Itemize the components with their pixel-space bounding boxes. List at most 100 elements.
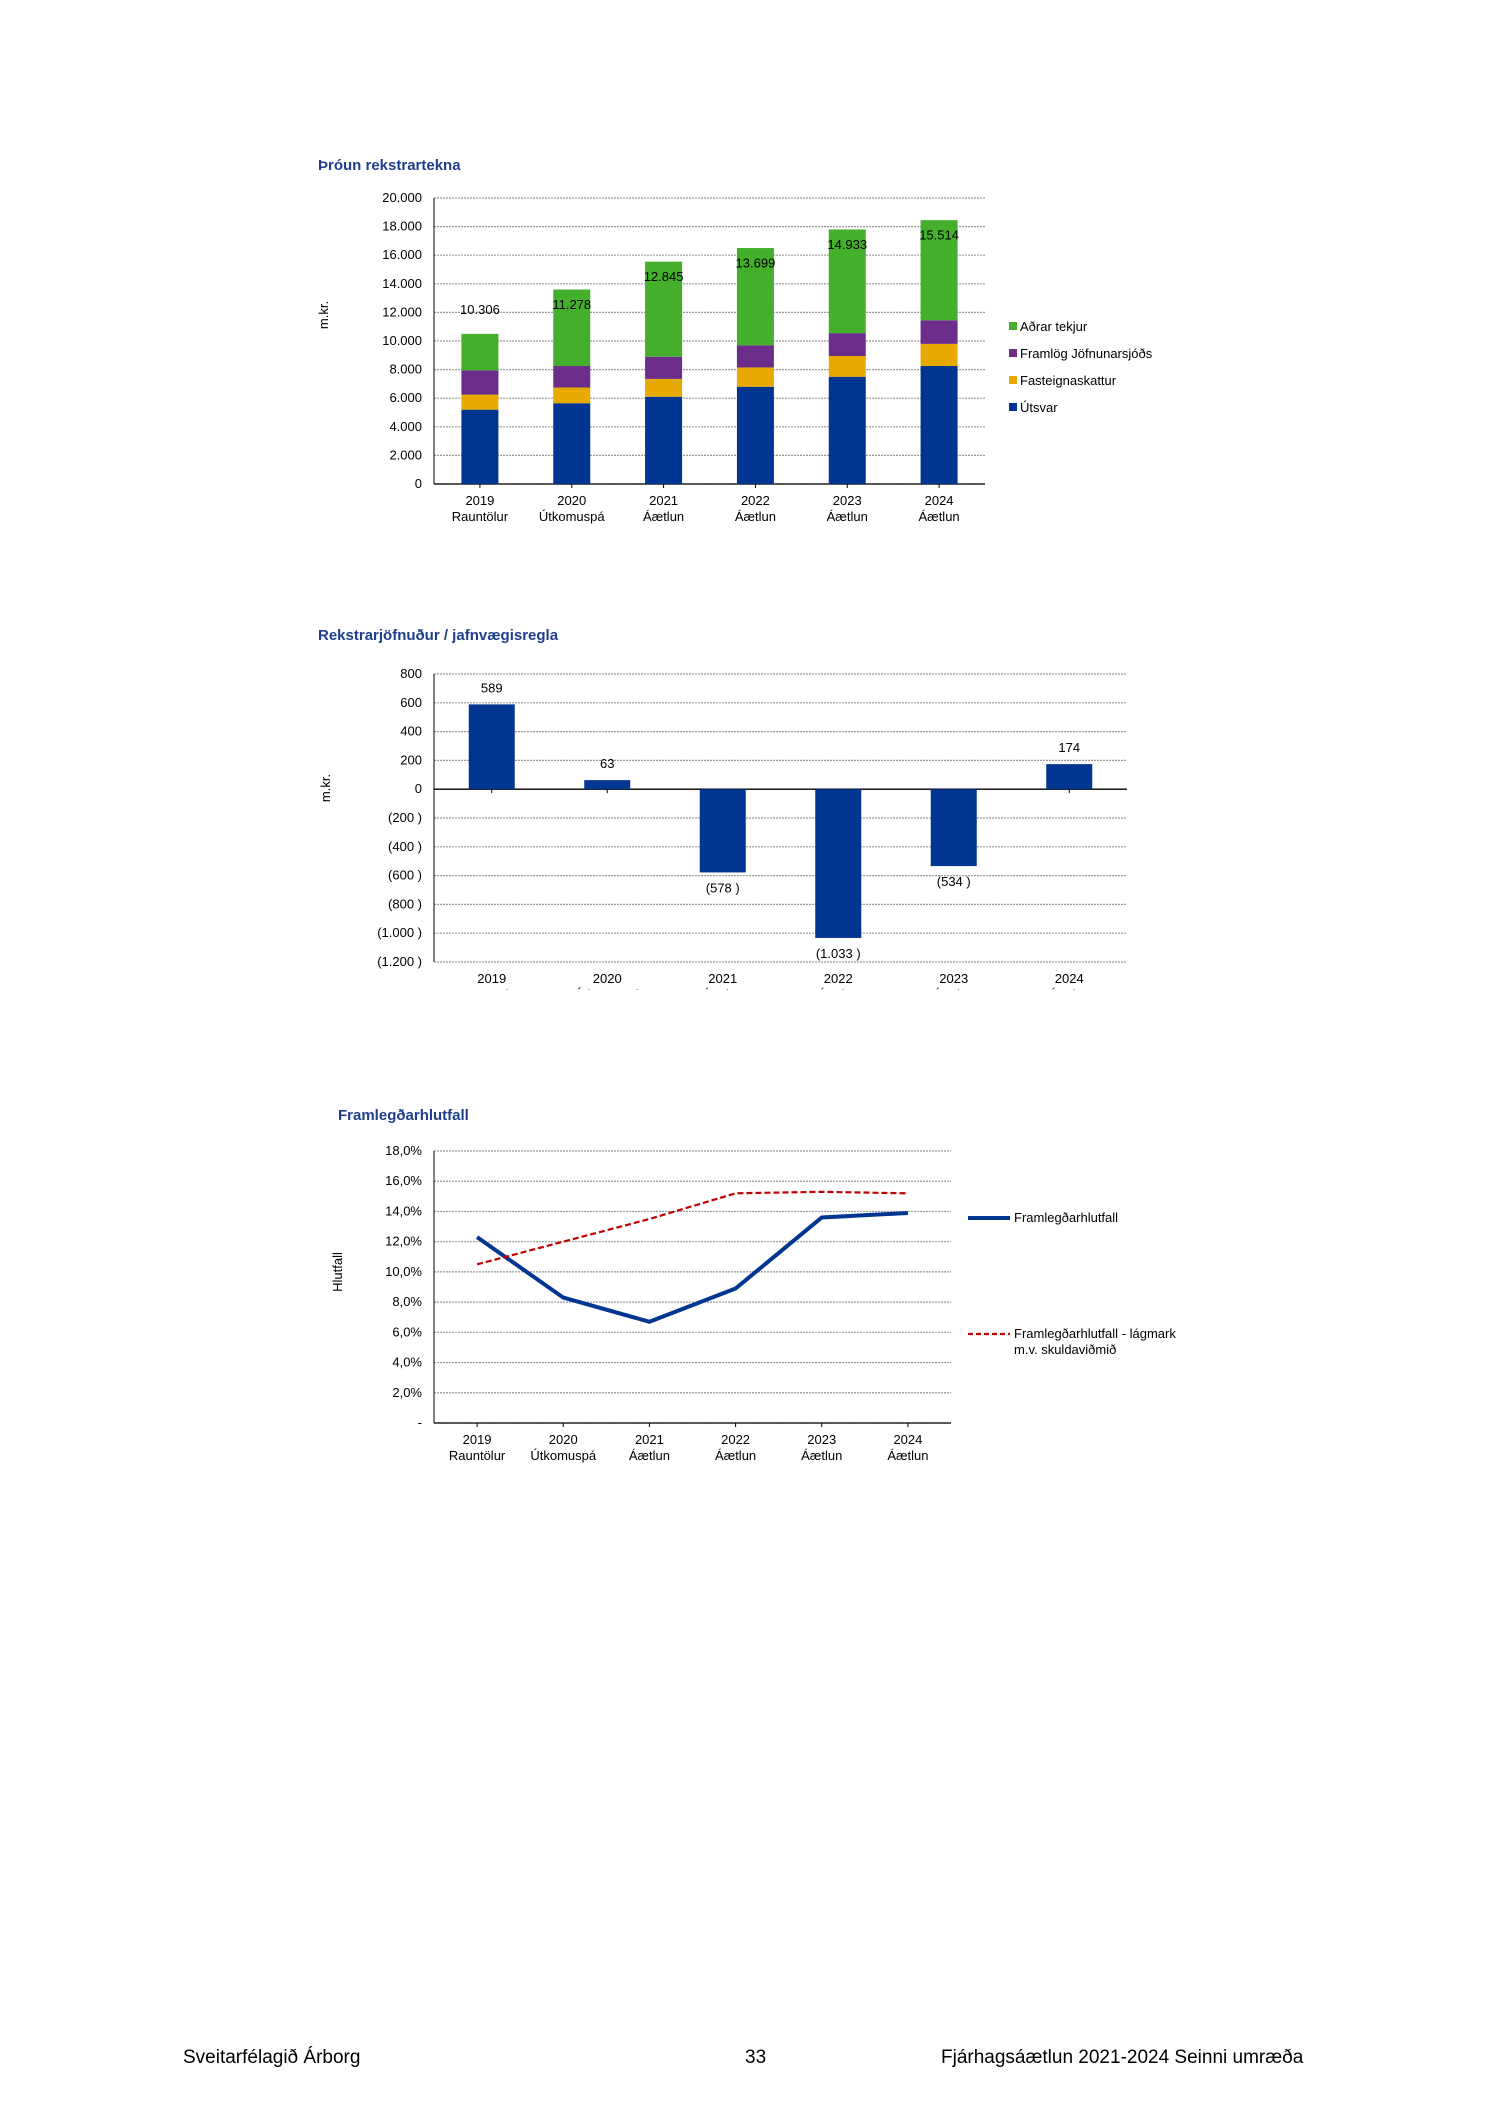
bar-segment-fasteign bbox=[828, 356, 866, 377]
x-tick-label-type: Áætlun bbox=[933, 987, 974, 990]
bar-segment-adrar bbox=[553, 289, 591, 367]
x-tick-label-year: 2023 bbox=[833, 493, 862, 508]
margin-ratio-line-chart: Framlegðarhlutfall - 2,0% 4,0% 6,0% 8,0% 10,0%… bbox=[330, 1107, 1176, 1463]
bar-segment-framlog bbox=[828, 333, 866, 357]
bar-segment-adrar bbox=[645, 261, 683, 357]
legend-swatch bbox=[1009, 403, 1017, 411]
x-tick-label-year: 2023 bbox=[807, 1432, 836, 1447]
y-tick-label: (1.000 ) bbox=[377, 925, 422, 940]
x-tick-label-type: Áætlun bbox=[887, 1448, 928, 1463]
x-tick-label-year: 2021 bbox=[635, 1432, 664, 1447]
data-label: 12.845 bbox=[644, 269, 684, 284]
y-tick-label: 4.000 bbox=[389, 419, 422, 434]
data-label: (1.033 ) bbox=[816, 946, 861, 961]
footer-document-title: Fjárhagsáætlun 2021-2024 Seinni umræða bbox=[941, 2047, 1304, 2068]
bar-segment-fasteign bbox=[553, 387, 591, 404]
x-tick-label-type: Áætlun bbox=[827, 509, 868, 524]
x-tick-label-type: Áætlun bbox=[735, 509, 776, 524]
y-tick-label: 14.000 bbox=[382, 276, 422, 291]
bar-segment-fasteign bbox=[920, 343, 958, 367]
operating-balance-bar-chart: Rekstrarjöfnuður / jafnvægisregla 800 600 4… bbox=[318, 627, 1127, 990]
y-tick-label: 8.000 bbox=[389, 362, 422, 377]
x-tick-label-year: 2020 bbox=[593, 971, 622, 986]
y-tick-label: 400 bbox=[400, 724, 422, 739]
minimum-ratio-line bbox=[476, 1190, 908, 1266]
y-axis-label: Hlutfall bbox=[330, 1252, 345, 1292]
x-tick-label-type: Áætlun bbox=[643, 509, 684, 524]
data-label: 15.514 bbox=[919, 227, 959, 242]
x-tick-label-type: Áætlun bbox=[702, 987, 743, 990]
legend-label: Aðrar tekjur bbox=[1020, 319, 1088, 334]
y-tick-label: 12,0% bbox=[385, 1234, 422, 1249]
bar-segment-adrar bbox=[461, 333, 499, 371]
x-tick-label-type: Rauntölur bbox=[464, 987, 521, 990]
bar-segment-utsvar bbox=[461, 409, 499, 484]
x-tick-label-type: Útkomuspá bbox=[530, 1448, 597, 1463]
x-tick-label-year: 2019 bbox=[463, 1432, 492, 1447]
legend-swatch bbox=[1009, 349, 1017, 357]
y-tick-label: 14,0% bbox=[385, 1203, 422, 1218]
x-tick-label-type: Áætlun bbox=[918, 509, 959, 524]
bar-segment-adrar bbox=[920, 220, 958, 321]
y-tick-label: 6.000 bbox=[389, 390, 422, 405]
x-tick-label-type: Áætlun bbox=[1049, 987, 1090, 990]
y-tick-label: 12.000 bbox=[382, 304, 422, 319]
legend-label: Framlegðarhlutfall - lágmark bbox=[1014, 1326, 1176, 1341]
footer-municipality: Sveitarfélagið Árborg bbox=[183, 2047, 361, 2068]
y-tick-label: 10.000 bbox=[382, 333, 422, 348]
x-tick-label-year: 2019 bbox=[465, 493, 494, 508]
y-tick-label: 16,0% bbox=[385, 1173, 422, 1188]
x-tick-label-year: 2022 bbox=[824, 971, 853, 986]
legend-label: Útsvar bbox=[1020, 400, 1058, 415]
y-tick-label: 0 bbox=[415, 781, 422, 796]
y-tick-label: - bbox=[418, 1415, 422, 1430]
legend-label: m.v. skuldaviðmið bbox=[1014, 1342, 1116, 1357]
bar-segment-utsvar bbox=[553, 403, 591, 484]
x-tick-label-year: 2024 bbox=[925, 493, 954, 508]
x-tick-label-year: 2022 bbox=[721, 1432, 750, 1447]
y-tick-label: (200 ) bbox=[388, 810, 422, 825]
data-label: 11.278 bbox=[552, 297, 591, 312]
y-tick-label: 16.000 bbox=[382, 247, 422, 262]
x-tick-label-type: Áætlun bbox=[629, 1448, 670, 1463]
y-tick-label: 18.000 bbox=[382, 219, 422, 234]
legend-label: Framlegðarhlutfall bbox=[1014, 1210, 1118, 1225]
data-label: (534 ) bbox=[937, 874, 971, 889]
bar-segment-utsvar bbox=[736, 386, 774, 484]
x-tick-label-type: Útkomuspá bbox=[539, 509, 606, 524]
bar-segment-framlog bbox=[736, 345, 774, 368]
x-tick-label-year: 2021 bbox=[708, 971, 737, 986]
x-tick-label-type: Útkomuspá bbox=[574, 987, 641, 990]
bar-segment-utsvar bbox=[828, 376, 866, 484]
bar-segment-framlog bbox=[645, 356, 683, 379]
data-label: 10.306 bbox=[460, 302, 500, 317]
x-tick-label-year: 2024 bbox=[1055, 971, 1084, 986]
x-tick-label-type: Áætlun bbox=[715, 1448, 756, 1463]
footer-page-number: 33 bbox=[745, 2047, 767, 2068]
y-tick-label: 8,0% bbox=[392, 1294, 422, 1309]
y-tick-label: 4,0% bbox=[392, 1355, 422, 1370]
bar-segment-adrar bbox=[828, 229, 866, 334]
x-tick-label-year: 2020 bbox=[549, 1432, 578, 1447]
y-tick-label: 20.000 bbox=[382, 190, 422, 205]
x-tick-label-year: 2020 bbox=[557, 493, 586, 508]
y-tick-label: (800 ) bbox=[388, 896, 422, 911]
data-label: (578 ) bbox=[706, 880, 740, 895]
y-tick-label: 600 bbox=[400, 695, 422, 710]
y-tick-label: 6,0% bbox=[392, 1324, 422, 1339]
bar-segment-adrar bbox=[736, 248, 774, 346]
y-tick-label: (600 ) bbox=[388, 868, 422, 883]
bar-segment-framlog bbox=[920, 320, 958, 344]
margin-ratio-line bbox=[475, 1210, 909, 1324]
x-tick-label-type: Áætlun bbox=[801, 1448, 842, 1463]
x-tick-label-year: 2023 bbox=[939, 971, 968, 986]
bar bbox=[815, 789, 862, 938]
bar bbox=[468, 704, 515, 790]
y-tick-label: 800 bbox=[400, 666, 422, 681]
x-tick-label-type: Rauntölur bbox=[452, 509, 509, 524]
bar bbox=[930, 789, 977, 867]
revenue-stacked-bar-chart: Þróun rekstrartekna 0 2.000 4.000 6.000 8.000… bbox=[316, 157, 1153, 524]
bar-segment-fasteign bbox=[645, 378, 683, 397]
y-tick-label: (400 ) bbox=[388, 839, 422, 854]
